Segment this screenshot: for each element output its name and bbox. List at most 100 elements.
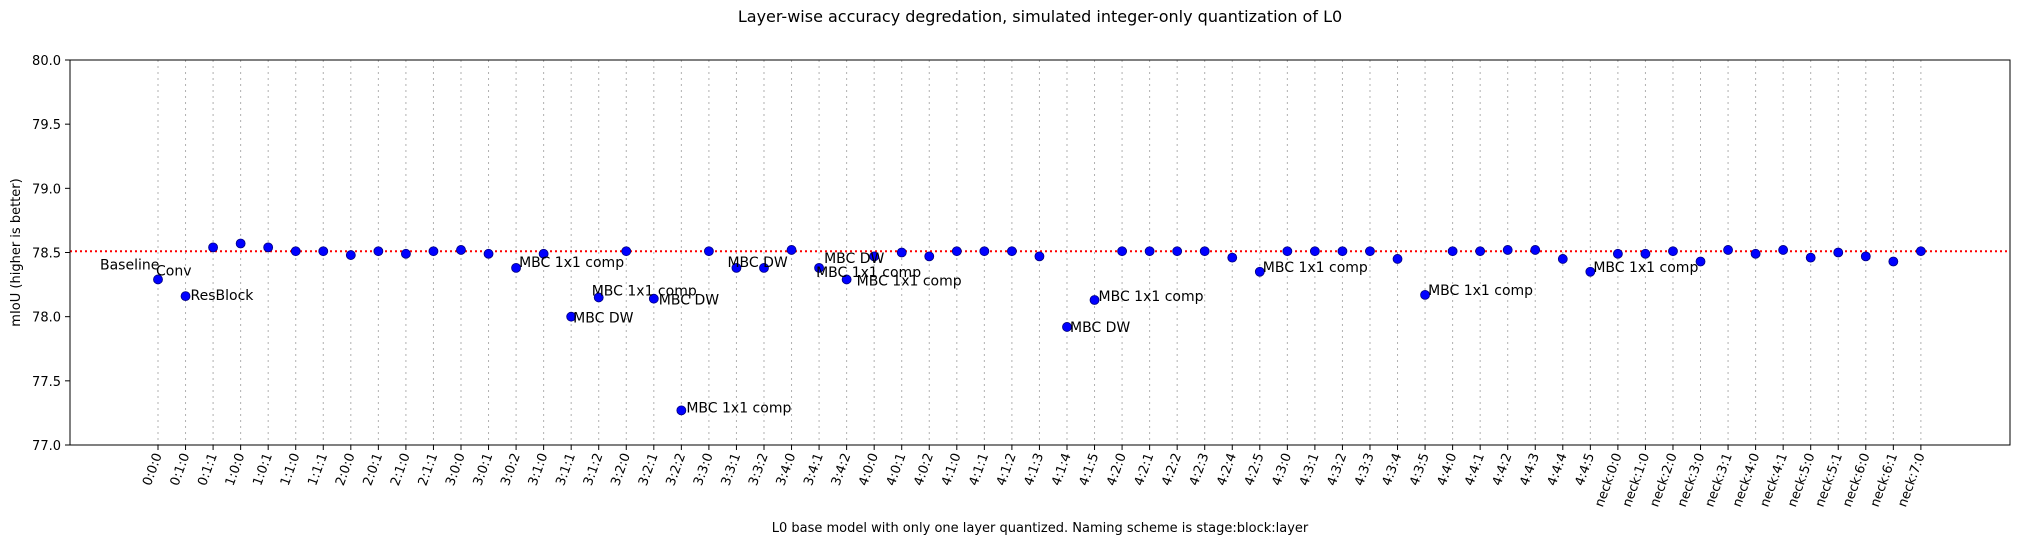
data-point (538, 248, 549, 259)
x-tick-label: 4:2:5 (1242, 451, 1268, 488)
annotation-label: MBC 1x1 comp (1263, 260, 1368, 276)
annotation-label: MBC 1x1 comp (857, 273, 962, 289)
data-point (1888, 256, 1899, 267)
x-tick-label: 4:4:5 (1573, 451, 1599, 488)
data-point (1640, 248, 1651, 259)
x-tick-label: 3:2:2 (664, 451, 690, 488)
data-point (648, 293, 659, 304)
x-axis-ticks: 0:0:0 0:1:0 0:1:1 1:0:0 1:0:1 1:1:0 1:1:1 2:0:0… (140, 445, 1929, 509)
x-tick-label: 4:4:3 (1517, 451, 1543, 488)
annotation-label: MBC 1x1 comp (1593, 260, 1698, 276)
data-point (373, 246, 384, 257)
data-point (1254, 266, 1265, 277)
y-tick-label: 80.0 (32, 54, 61, 69)
annotation-label: MBC DW (659, 293, 719, 309)
annotation-label: MBC DW (727, 255, 787, 271)
data-point (841, 274, 852, 285)
x-tick-label: 2:0:0 (333, 451, 359, 488)
x-tick-label: 4:2:0 (1104, 451, 1130, 488)
x-tick-label: 4:3:4 (1380, 451, 1406, 488)
y-tick-label: 79.5 (32, 118, 61, 133)
x-tick-label: 4:4:4 (1545, 451, 1571, 488)
y-axis-ticks: 77.0 77.5 78.0 78.5 79.0 79.5 80.0 (32, 54, 70, 454)
x-tick-label: 3:0:2 (498, 451, 524, 488)
annotation-label: MBC DW (824, 251, 884, 267)
data-point (1006, 246, 1017, 257)
x-tick-label: 4:1:4 (1049, 451, 1075, 488)
data-point (511, 262, 521, 273)
annotation-label: ResBlock (191, 288, 255, 304)
annotation-label: MBC DW (1070, 320, 1130, 336)
data-point (1447, 246, 1458, 257)
annotation-label: MBC DW (573, 311, 633, 327)
y-tick-label: 78.5 (32, 247, 61, 262)
annotation-label: MBC 1x1 comp (816, 265, 921, 281)
annotation-label: Baseline (100, 257, 159, 273)
data-point (235, 238, 246, 249)
data-point (1833, 247, 1844, 258)
data-point (153, 274, 163, 285)
x-tick-label: 4:4:1 (1462, 451, 1488, 488)
data-point (1365, 246, 1375, 257)
x-tick-label: 3:1:0 (526, 451, 552, 488)
annotation-label: MBC 1x1 comp (1099, 289, 1204, 305)
data-point (759, 262, 769, 273)
x-tick-label: 3:0:1 (471, 451, 497, 488)
x-tick-label: 3:4:0 (774, 451, 800, 488)
data-point (924, 251, 935, 262)
data-points (153, 238, 1926, 416)
x-tick-label: 3:2:0 (608, 451, 634, 488)
data-point (401, 248, 411, 259)
data-point (1117, 246, 1127, 257)
data-point (1860, 251, 1871, 262)
annotation-label: MBC 1x1 comp (592, 283, 697, 299)
data-point (676, 405, 687, 416)
data-point (1805, 252, 1816, 263)
x-axis-title: L0 base model with only one layer quanti… (772, 521, 1309, 536)
x-tick-label: 4:0:1 (884, 451, 910, 488)
data-point (814, 262, 824, 273)
data-point (1034, 251, 1045, 262)
data-point (1723, 245, 1733, 255)
x-tick-label: 1:1:0 (278, 451, 304, 488)
x-tick-label: 4:2:2 (1159, 451, 1185, 488)
x-tick-label: 4:1:2 (994, 451, 1020, 488)
y-tick-label: 77.0 (32, 439, 61, 454)
x-tick-label: 4:1:1 (967, 451, 993, 488)
x-tick-label: 4:1:0 (939, 451, 965, 488)
x-tick-label: 4:2:4 (1214, 451, 1240, 488)
data-point (951, 246, 962, 257)
data-point (263, 242, 274, 253)
data-point (896, 247, 907, 258)
x-tick-label: 4:3:3 (1352, 451, 1378, 488)
x-tick-label: 3:2:1 (636, 451, 662, 488)
x-tick-label: 0:1:1 (195, 451, 221, 488)
data-point (1668, 246, 1678, 257)
x-tick-label: 1:1:1 (305, 451, 331, 488)
data-point (456, 245, 466, 255)
data-point (731, 262, 742, 273)
x-tick-label: 3:4:1 (801, 451, 827, 488)
data-point (1502, 245, 1513, 255)
x-tick-label: 4:3:5 (1407, 451, 1433, 488)
y-tick-label: 77.5 (32, 375, 61, 390)
y-tick-label: 79.0 (32, 182, 61, 197)
x-tick-label: 3:4:2 (829, 451, 855, 488)
x-tick-label: 2:0:1 (361, 451, 387, 488)
x-tick-label: 3:3:2 (746, 451, 772, 488)
x-tick-label: 4:2:3 (1187, 451, 1213, 488)
data-point (1199, 246, 1210, 257)
data-point (1475, 246, 1486, 257)
data-point (1915, 246, 1926, 257)
data-point (208, 242, 218, 253)
data-point (566, 311, 577, 322)
x-tick-label: 1:0:0 (223, 451, 249, 488)
data-point (1089, 295, 1100, 305)
x-tick-label: 1:0:1 (250, 451, 276, 488)
x-tick-label: 2:1:0 (388, 451, 414, 488)
data-point (1695, 256, 1706, 267)
data-point (290, 246, 301, 257)
x-tick-label: 3:3:0 (691, 451, 717, 488)
